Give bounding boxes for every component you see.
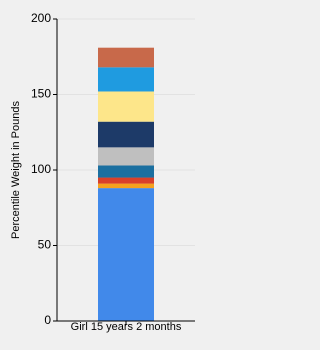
chart: Percentile Weight in Pounds 0 50 100 150 200… [9, 11, 195, 333]
bar-segment [98, 47, 154, 68]
y-tick-label: 200 [31, 11, 51, 25]
bar-segment [98, 121, 154, 148]
y-tick-label: 100 [31, 162, 51, 176]
bar-segment [98, 91, 154, 122]
y-tick-label: 0 [44, 313, 51, 327]
bar-segment [98, 147, 154, 166]
y-tick-label: 50 [38, 238, 52, 252]
bar-segment [98, 183, 154, 189]
y-tick-label: 150 [31, 87, 51, 101]
x-tick-label: Girl 15 years 2 months [71, 321, 182, 333]
y-axis-label: Percentile Weight in Pounds [10, 101, 22, 239]
bar-segment [98, 165, 154, 178]
bar-segment [98, 188, 154, 321]
bar-segment [98, 67, 154, 92]
bar-segment [98, 177, 154, 184]
